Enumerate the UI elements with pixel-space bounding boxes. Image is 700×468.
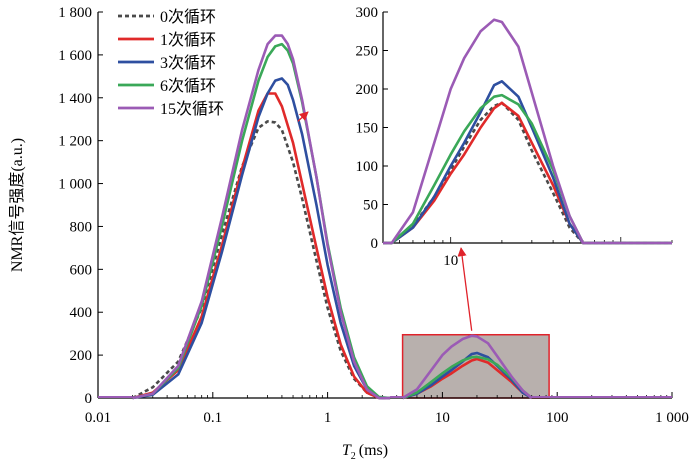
series-line-main [132,77,391,400]
inset-y-tick-label: 50 [363,198,378,214]
x-tick-label: 1 000 [655,410,689,426]
legend-label: 1次循环 [160,31,216,49]
series-line-main [132,34,391,400]
y-tick-label: 800 [70,219,93,235]
inset-y-tick-label: 300 [356,5,379,21]
y-axis-label: NMR信号强度(a.u.) [8,138,26,272]
x-tick-label: 0.1 [203,410,222,426]
y-tick-label: 0 [85,391,93,407]
inset-y-tick-label: 0 [371,236,379,252]
series-line-main [131,120,391,400]
y-tick-label: 1 000 [58,177,92,193]
y-tick-label: 600 [70,262,93,278]
legend-label: 0次循环 [160,8,216,26]
inset-x-tick-label: 10 [443,253,458,269]
series-line-main-second-peak [402,351,533,400]
series-line-inset [383,18,672,245]
y-tick-label: 200 [70,348,93,364]
series-line-main [132,92,391,400]
series-line-main [132,42,391,400]
y-tick-label: 1 400 [58,91,92,107]
inset-y-tick-label: 250 [356,44,379,60]
legend: 0次循环 1次循环 3次循环 6次循环 15次循环 [118,8,224,118]
legend-label: 15次循环 [160,100,224,118]
inset-y-tick-label: 100 [356,159,379,175]
zoom-arrow [457,247,473,331]
x-tick-label: 0.01 [85,410,111,426]
legend-label: 3次循环 [160,54,216,72]
y-tick-label: 400 [70,305,93,321]
legend-label: 6次循环 [160,77,216,95]
y-tick-label: 1 800 [58,5,92,21]
x-tick-label: 1 [324,410,332,426]
x-tick-label: 100 [546,410,569,426]
x-axis-label: T2 (ms) [342,442,388,462]
inset-y-tick-label: 150 [356,121,379,137]
inset-y-tick-label: 200 [356,82,379,98]
pointer-arrow [297,111,309,122]
series-line-inset [383,80,672,245]
y-tick-label: 1 200 [58,134,92,150]
x-tick-label: 10 [435,410,450,426]
y-tick-label: 1 600 [58,48,92,64]
series-line-main-second-peak [401,334,533,400]
